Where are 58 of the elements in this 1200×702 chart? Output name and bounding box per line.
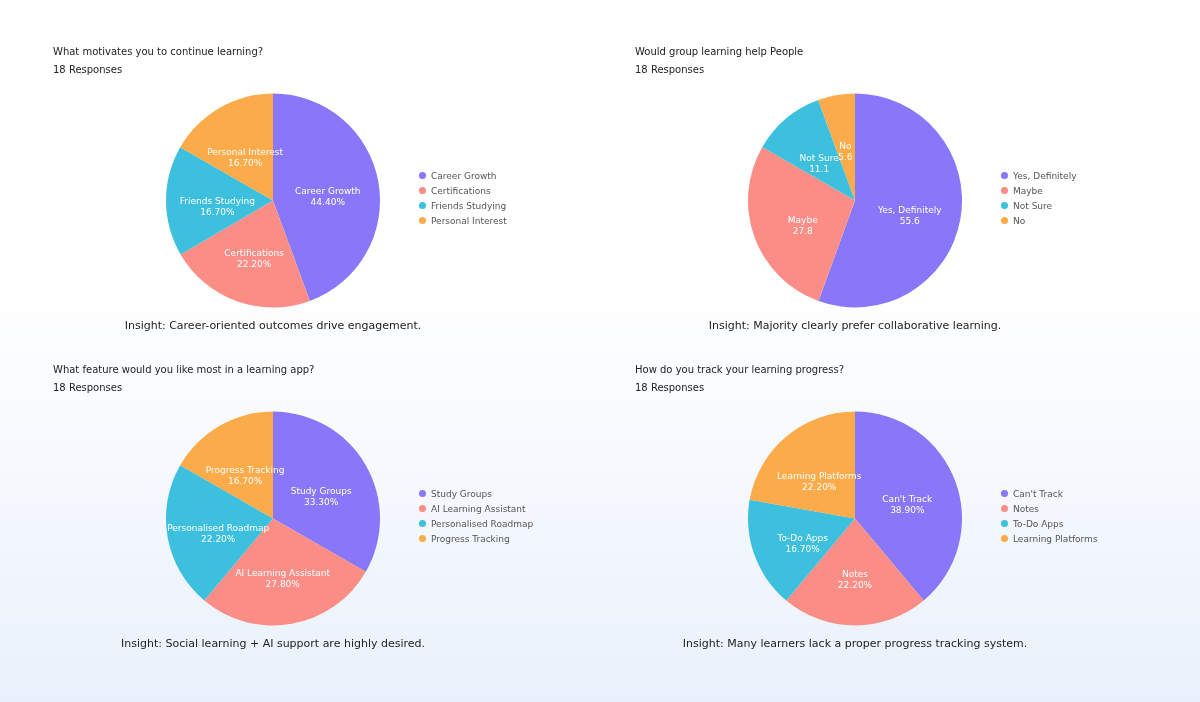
data-label: 33.30% xyxy=(303,496,339,507)
slice-label: No xyxy=(839,140,852,151)
legend-label: Friends Studying xyxy=(431,200,507,211)
text: Insight: Social learning + AI support are highly desired. xyxy=(120,637,426,650)
chart-subtitle: 18 Responses xyxy=(53,64,123,75)
data-label: 22.20% xyxy=(201,534,236,545)
data-label: 44.40% xyxy=(310,196,346,207)
chart-title: How do you track your learning progress? xyxy=(635,364,844,375)
legend-label: Maybe xyxy=(1013,185,1044,196)
chart-subtitle: 18 Responses xyxy=(53,382,123,393)
legend-label: AI Learning Assistant xyxy=(431,503,527,514)
data-label: 55.6 xyxy=(899,216,921,227)
text: Insight: Career-oriented outcomes drive engagement. xyxy=(124,319,422,332)
data-label: 27.80% xyxy=(265,579,301,590)
chart-subtitle: 18 Responses xyxy=(635,382,705,393)
chart-title: Would group learning help People xyxy=(635,46,804,57)
legend-label: Can't Track xyxy=(1013,488,1064,499)
text: Insight: Many learners lack a proper progress tracking system. xyxy=(682,637,1028,650)
chart-title: What motivates you to continue learning? xyxy=(53,46,264,57)
legend-label: Study Groups xyxy=(431,488,493,499)
legend-label: Personal Interest xyxy=(431,215,508,226)
chart-subtitle: 18 Responses xyxy=(635,64,705,75)
slice-label: Study Groups xyxy=(290,485,352,496)
legend-label: Progress Tracking xyxy=(431,533,510,544)
data-label: 22.20% xyxy=(837,580,873,591)
legend-label: No xyxy=(1013,215,1026,226)
slice-label: To-Do Apps xyxy=(776,532,829,543)
chart-title: What feature would you like most in a learning app? xyxy=(53,364,315,375)
pie-slice xyxy=(762,100,855,201)
legend-label: Certifications xyxy=(431,185,491,196)
text: Insight: Majority clearly prefer collaborative learning. xyxy=(708,319,1002,332)
pie-slice xyxy=(748,147,855,302)
slice-label: Career Growth xyxy=(295,185,361,196)
data-label: 16.70% xyxy=(227,476,263,487)
data-label: 16.70% xyxy=(785,543,821,554)
data-label: 11.1 xyxy=(809,163,830,174)
data-label: 16.70% xyxy=(200,206,235,217)
data-label: 5.6 xyxy=(838,151,853,162)
slice-label: Can't Track xyxy=(882,494,934,505)
slice-label: Friends Studying xyxy=(179,195,255,206)
slice-label: Yes, Definitely xyxy=(877,205,943,216)
legend-label: Personalised Roadmap xyxy=(431,518,534,529)
legend-label: Notes xyxy=(1013,503,1040,514)
slice-label: Notes xyxy=(842,569,869,580)
data-label: 22.20% xyxy=(236,258,272,269)
slice-label: Maybe xyxy=(787,214,819,225)
data-label: 27.8 xyxy=(792,225,814,236)
legend-label: Not Sure xyxy=(1013,200,1053,211)
legend-label: Career Growth xyxy=(431,170,497,181)
data-label: 22.20% xyxy=(802,481,837,492)
slice-label: Certifications xyxy=(224,247,285,258)
slice-label: Not Sure xyxy=(799,152,840,163)
legend-label: Yes, Definitely xyxy=(1012,170,1078,181)
slice-label: AI Learning Assistant xyxy=(235,568,331,579)
legend-label: Learning Platforms xyxy=(1013,533,1098,544)
legend-label: To-Do Apps xyxy=(1012,518,1064,529)
data-label: 38.90% xyxy=(890,505,925,516)
data-label: 16.70% xyxy=(227,158,263,169)
